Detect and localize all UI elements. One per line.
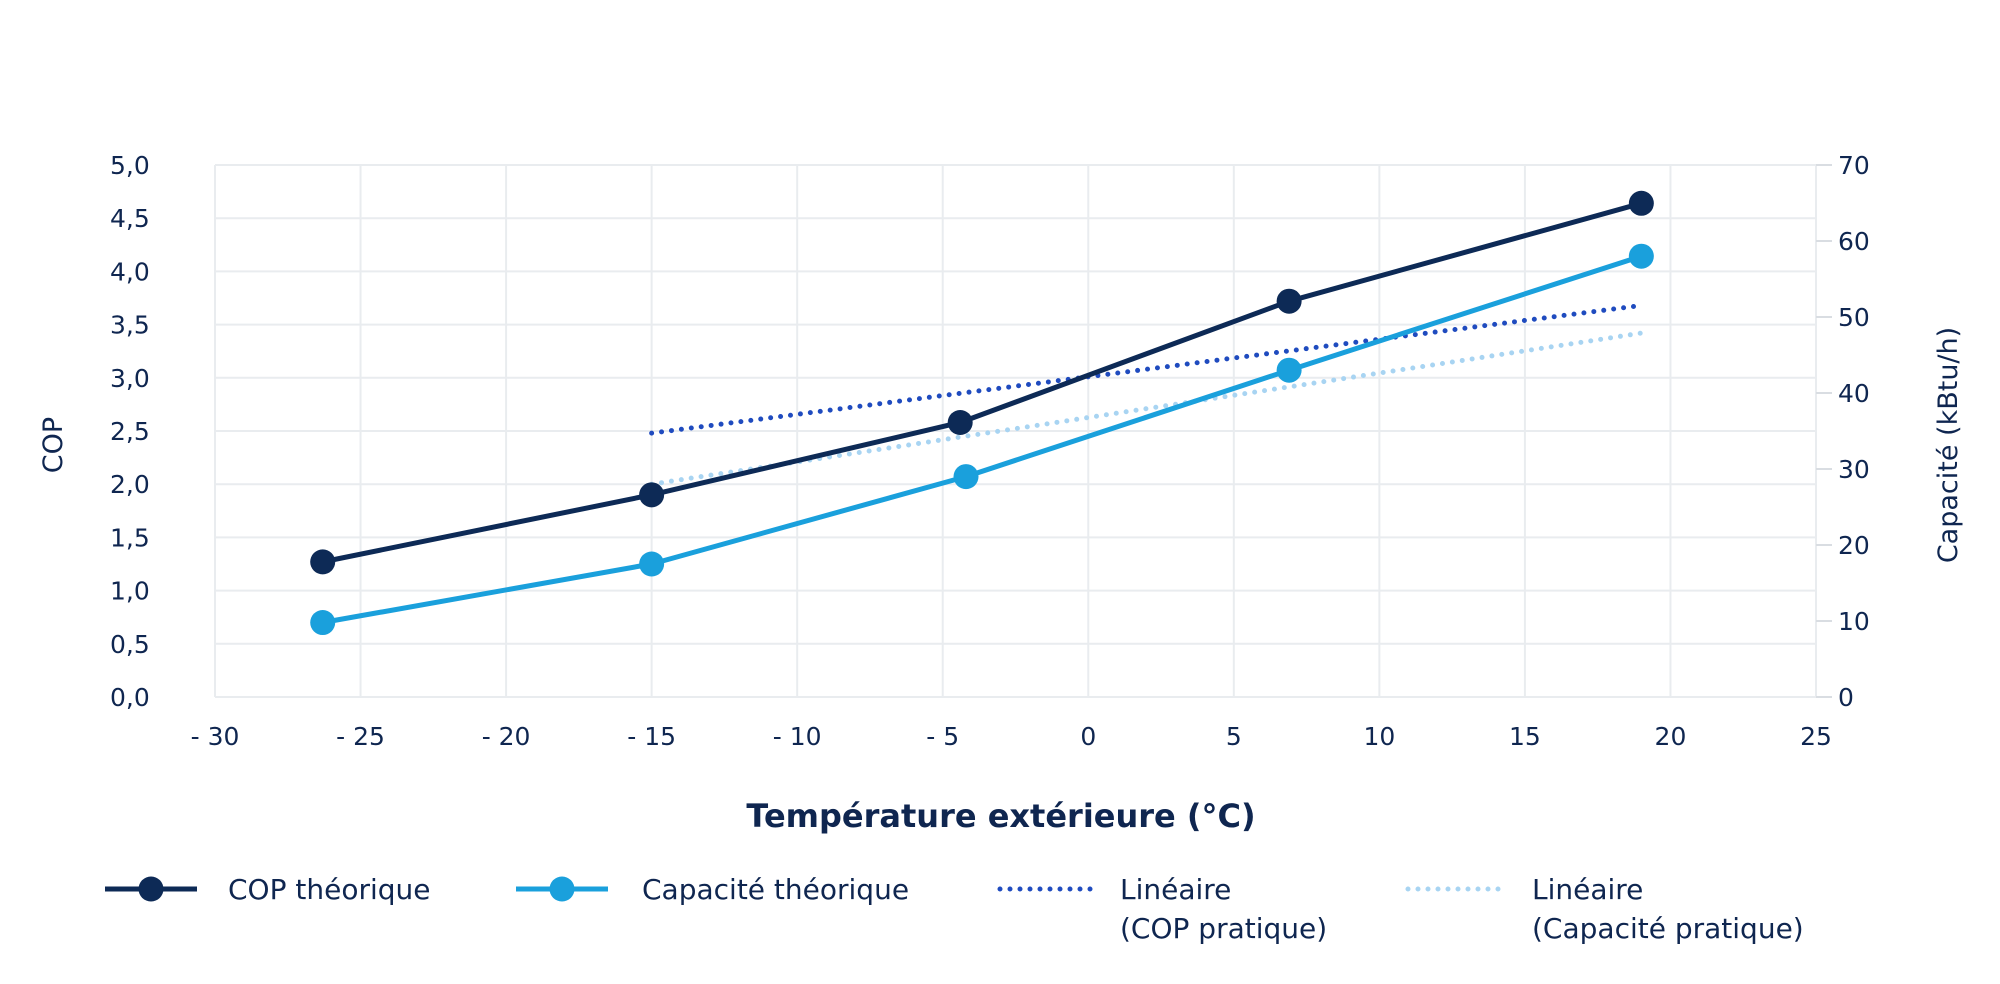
y2-tick-label: 60: [1838, 227, 1870, 256]
x-axis-ticks: - 30 - 25 - 20 - 15 - 10 - 5 0 5 10 15 20 25: [191, 722, 1832, 751]
series-line-1: [322, 253, 1643, 625]
legend-label-1: Capacité théorique: [642, 873, 909, 906]
data-point: [310, 610, 336, 636]
data-point: [639, 482, 665, 508]
y2-tick-label: 30: [1838, 455, 1870, 484]
y2-axis-title: Capacité (kBtu/h): [1933, 327, 1964, 563]
x-tick-label: - 20: [482, 722, 531, 751]
y-tick-label: 3,5: [110, 311, 150, 340]
y2-tick-label: 50: [1838, 303, 1870, 332]
x-tick-label: - 30: [191, 722, 240, 751]
y-tick-label: 2,0: [110, 470, 150, 499]
y-tick-label: 1,5: [110, 523, 150, 552]
legend-marker-1: [549, 876, 575, 902]
x-tick-label: 10: [1363, 722, 1395, 751]
y2-tick-label: 70: [1838, 151, 1870, 180]
y-tick-label: 3,0: [110, 364, 150, 393]
data-point: [1628, 243, 1654, 269]
x-tick-label: 20: [1655, 722, 1687, 751]
x-tick-label: 25: [1800, 722, 1832, 751]
x-axis-title: Température extérieure (°C): [746, 797, 1255, 835]
y2-axis-ticks: 0 10 20 30 40 50 60 70: [1838, 151, 1870, 712]
y-tick-label: 2,5: [110, 417, 150, 446]
legend-marker-0: [138, 876, 164, 902]
grid: [214, 164, 1832, 698]
data-point: [1276, 288, 1302, 314]
trend-line-2: [649, 302, 1644, 436]
data-point: [1628, 190, 1654, 216]
data-point: [1276, 357, 1302, 383]
series-group: [310, 190, 1654, 636]
data-point: [639, 551, 665, 577]
x-tick-label: - 10: [773, 722, 822, 751]
y2-tick-label: 40: [1838, 379, 1870, 408]
y-tick-label: 5,0: [110, 151, 150, 180]
data-point: [947, 409, 973, 435]
y-tick-label: 4,5: [110, 204, 150, 233]
legend: COP théorique Capacité théorique Linéaire(…: [105, 873, 1804, 945]
y-tick-label: 4,0: [110, 257, 150, 286]
legend-label-0: COP théorique: [228, 873, 431, 906]
x-tick-label: - 15: [627, 722, 676, 751]
x-tick-label: - 25: [336, 722, 385, 751]
y2-tick-label: 20: [1838, 531, 1870, 560]
data-point: [953, 464, 979, 490]
legend-label-2: Linéaire (COP pratique): [1120, 873, 1327, 945]
y-tick-label: 1,0: [110, 577, 150, 606]
data-point: [310, 549, 336, 575]
y2-tick-label: 10: [1838, 607, 1870, 636]
legend-label-3: Linéaire (Capacité pratique): [1532, 873, 1804, 945]
y-tick-label: 0,5: [110, 630, 150, 659]
x-tick-label: 5: [1226, 722, 1242, 751]
y2-tick-label: 0: [1838, 683, 1854, 712]
x-tick-label: 0: [1080, 722, 1096, 751]
x-tick-label: - 5: [926, 722, 959, 751]
y-axis-ticks: 0,0 0,5 1,0 1,5 2,0 2,5 3,0 3,5 4,0 4,5 5,0: [110, 151, 150, 712]
series-line-0: [322, 200, 1643, 565]
y-tick-label: 0,0: [110, 683, 150, 712]
y-axis-title: COP: [38, 417, 69, 473]
x-tick-label: 15: [1509, 722, 1541, 751]
trend-line-3: [649, 330, 1644, 487]
